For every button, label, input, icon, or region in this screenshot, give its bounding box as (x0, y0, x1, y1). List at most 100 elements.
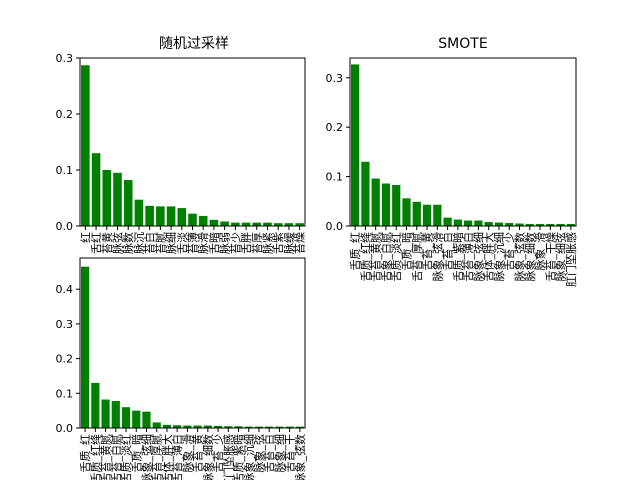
axes-frame (349, 57, 577, 227)
bar (556, 224, 565, 226)
x-tick-label: 脉象_滑 (180, 434, 194, 473)
bar (464, 220, 473, 226)
x-tick-label: 舌质_紫暗 (232, 434, 246, 480)
bar (433, 204, 442, 226)
x-tick-label: 苔少 (228, 232, 242, 254)
x-tick-label: 舌苔_白 (262, 434, 276, 473)
x-tick-label: 脉象_弦细 (139, 434, 153, 480)
bar (193, 425, 202, 428)
x-tick-label: 舌苔_厚腻 (410, 232, 424, 282)
x-tick-label: 舌苔_黄 (191, 434, 205, 473)
bar (198, 215, 208, 226)
x-tick-label: 舌质_红 (349, 232, 362, 271)
x-tick-label: 脉象_弦 (252, 434, 266, 473)
axes-frame (79, 257, 306, 429)
x-tick-label: 舌质_暗 (129, 434, 143, 473)
y-tick-label: 0.1 (56, 164, 74, 177)
y-tick-label: 0.2 (56, 108, 74, 121)
x-tick-label: 脉象_沉细 (242, 434, 256, 480)
x-tick-label: 舌质_红 (79, 434, 92, 473)
bar (234, 426, 243, 428)
y-tick-label: 0.2 (56, 353, 74, 366)
x-tick-label: 脉象_细 (272, 434, 286, 473)
x-tick-label: 脉象_弦数 (513, 232, 527, 282)
x-tick-label: 舌象_白腻 (379, 232, 393, 282)
bar (241, 222, 251, 226)
bar (474, 220, 483, 226)
bar (525, 224, 534, 226)
bar (102, 170, 112, 226)
bar (132, 410, 141, 428)
y-tick-label: 0.0 (326, 220, 344, 233)
bar (265, 426, 274, 428)
bar (145, 205, 154, 226)
x-tick-label: 苔厚 (250, 232, 264, 254)
x-tick-label: 脉数 (121, 232, 135, 254)
bar (494, 222, 504, 226)
bar (213, 425, 223, 428)
bar (381, 183, 391, 226)
bar (183, 425, 192, 428)
x-tick-label: 舌暗 (207, 232, 221, 254)
x-tick-label: 苔燥 (293, 232, 307, 254)
bar (515, 223, 524, 226)
x-tick-label: 脉象_细数 (201, 434, 215, 480)
bar (121, 407, 131, 428)
x-tick-label: 舌苔_干 (283, 434, 297, 473)
x-tick-label: 舌体_胖大 (160, 434, 174, 480)
x-tick-label: 脉弦 (111, 232, 125, 254)
bar (209, 219, 219, 226)
bar (81, 266, 90, 428)
bar (263, 222, 272, 226)
x-tick-label: 舌质_红绛 (358, 232, 372, 282)
bar (203, 425, 212, 428)
bar (156, 206, 165, 226)
bar (275, 426, 284, 428)
bar (273, 223, 283, 226)
bar (173, 425, 182, 428)
bar (505, 223, 514, 226)
x-tick-label: 舌苔_干燥 (543, 232, 557, 282)
x-tick-label: 脉细 (164, 232, 178, 254)
x-tick-label: 脉沉 (132, 232, 146, 254)
bar (252, 222, 262, 226)
bar (177, 208, 187, 226)
x-tick-label: 苔腻 (153, 232, 167, 254)
chart-third: 0.00.10.20.30.4舌质_红舌质_红绛舌苔_黄腻舌苔_白腻舌质_淡红舌… (56, 257, 307, 480)
bar (123, 180, 133, 226)
y-tick-label: 0.3 (56, 318, 74, 331)
x-tick-label: 脉缓 (282, 232, 296, 254)
x-tick-label: 舌紫 (272, 232, 285, 254)
x-tick-label: 脉紧 (261, 232, 275, 254)
bar (295, 223, 304, 226)
bar (91, 382, 100, 428)
bar (566, 224, 575, 226)
bar (392, 184, 401, 226)
x-tick-label: 脉象_细数 (523, 232, 537, 282)
x-tick-label: 舌苔_少 (502, 232, 516, 271)
chart-title: 随机过采样 (159, 36, 229, 52)
bar (220, 221, 229, 226)
bar (162, 424, 172, 428)
x-tick-label: 舌质_红绛 (88, 434, 102, 480)
bar (231, 222, 240, 226)
chart-smote: SMOTE 0.00.10.20.3舌质_红舌质_红绛舌苔_黄腻舌象_白腻舌质_… (326, 36, 578, 287)
chart-title: SMOTE (438, 36, 487, 52)
x-tick-label: 舌苔_少 (211, 434, 225, 473)
x-tick-label: 舌胖 (240, 232, 253, 254)
x-tick-label: 舌苔_黄腻 (369, 232, 383, 282)
bar (443, 217, 452, 226)
bar (546, 224, 555, 226)
x-tick-label: 舌红 (90, 232, 103, 254)
x-tick-label: 舌苔_白 (441, 232, 455, 271)
x-tick-label: 苔黄 (100, 232, 114, 254)
bar (484, 222, 493, 226)
bar (244, 426, 253, 428)
y-tick-label: 0.0 (56, 220, 74, 233)
bar (361, 161, 370, 226)
chart-random-oversampling: 随机过采样 0.00.10.20.3红舌红苔黄脉弦脉数脉沉苔白苔腻脉细舌淡苔薄脉… (56, 36, 307, 254)
x-tick-label: 舌苔_黄 (420, 232, 434, 271)
x-tick-label: 舌苔_厚腻 (150, 434, 164, 480)
x-tick-label: 脉滑 (196, 232, 210, 254)
x-tick-label: 脉象_沉细 (492, 232, 506, 282)
